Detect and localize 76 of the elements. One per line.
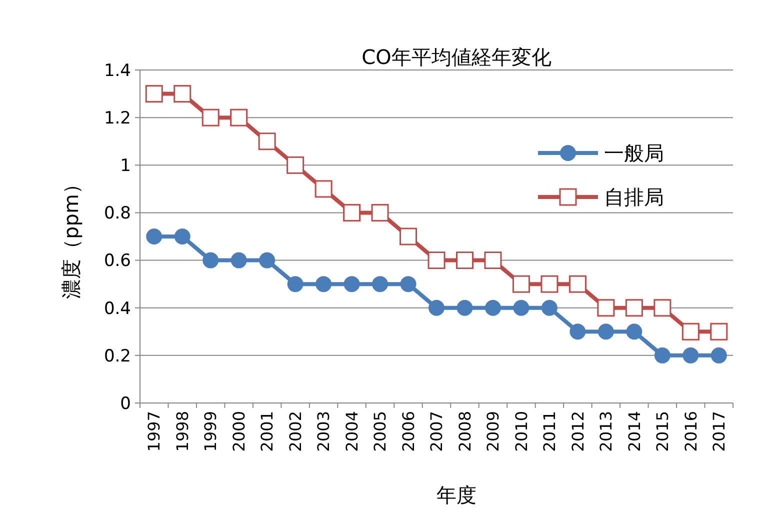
x-tick-label: 2009 — [484, 411, 503, 452]
legend-label: 自排局 — [604, 185, 664, 209]
x-tick-label: 2006 — [398, 411, 418, 452]
y-tick-label: 0.8 — [104, 204, 131, 224]
point — [710, 347, 727, 364]
point — [230, 108, 248, 126]
point — [314, 180, 332, 198]
point — [344, 276, 360, 292]
y-tick-label: 0.6 — [104, 251, 131, 272]
x-tick-label: 2000 — [229, 411, 248, 452]
point — [400, 228, 418, 246]
point — [371, 204, 389, 222]
point — [625, 299, 643, 317]
point — [400, 276, 416, 292]
point — [174, 228, 190, 244]
x-tick-label: 1997 — [144, 411, 164, 452]
point — [287, 276, 304, 292]
x-tick-label: 2015 — [653, 411, 672, 452]
point — [145, 85, 163, 103]
x-tick-label: 2002 — [286, 411, 305, 452]
point — [654, 299, 672, 317]
x-tick-label: 2010 — [512, 411, 531, 452]
point — [202, 108, 220, 126]
x-tick-label: 2001 — [258, 411, 277, 452]
x-tick-label: 2011 — [540, 411, 560, 452]
y-axis-title: 濃度（ppm） — [59, 174, 83, 299]
point — [570, 324, 586, 340]
x-tick-label: 2007 — [427, 411, 446, 452]
chart-title: CO年平均値経年変化 — [362, 45, 552, 69]
x-tick-label: 2017 — [709, 411, 728, 452]
point — [258, 132, 276, 150]
point — [626, 324, 642, 340]
x-tick-label: 2004 — [342, 411, 362, 452]
point — [597, 299, 615, 317]
point — [540, 275, 558, 293]
point — [316, 276, 332, 292]
point — [682, 322, 700, 340]
x-tick-label: 2014 — [624, 411, 644, 452]
y-tick-label: 0 — [120, 394, 131, 414]
legend-label: 一般局 — [604, 141, 664, 165]
point — [456, 252, 474, 270]
point — [146, 228, 162, 244]
point — [343, 204, 361, 222]
point — [230, 252, 247, 268]
y-tick-label: 1.4 — [104, 60, 131, 81]
point — [202, 252, 219, 268]
point — [372, 276, 388, 292]
point — [513, 300, 530, 316]
point — [541, 300, 558, 316]
point — [710, 322, 728, 340]
x-tick-label: 2012 — [568, 411, 588, 452]
point — [512, 275, 530, 293]
x-tick-label: 2003 — [314, 411, 334, 452]
point — [428, 252, 446, 270]
x-tick-label: 2016 — [681, 411, 700, 452]
point — [286, 156, 304, 174]
y-tick-label: 1 — [120, 156, 131, 176]
y-tick-label: 1.2 — [104, 108, 131, 129]
point — [259, 252, 276, 268]
x-axis-title: 年度 — [436, 483, 476, 507]
x-tick-label: 1998 — [172, 411, 192, 452]
point — [174, 85, 192, 103]
x-tick-label: 1999 — [201, 411, 220, 452]
point — [568, 275, 586, 293]
y-tick-label: 0.2 — [104, 346, 131, 366]
point — [598, 324, 614, 340]
x-tick-label: 2008 — [455, 411, 474, 452]
y-tick-label: 0.4 — [104, 298, 131, 319]
point — [456, 300, 473, 316]
point — [428, 300, 444, 316]
x-tick-label: 2013 — [596, 411, 616, 452]
point — [654, 347, 670, 364]
point — [484, 252, 502, 270]
point — [682, 347, 699, 364]
x-tick-label: 2005 — [370, 411, 390, 452]
point — [484, 300, 501, 316]
